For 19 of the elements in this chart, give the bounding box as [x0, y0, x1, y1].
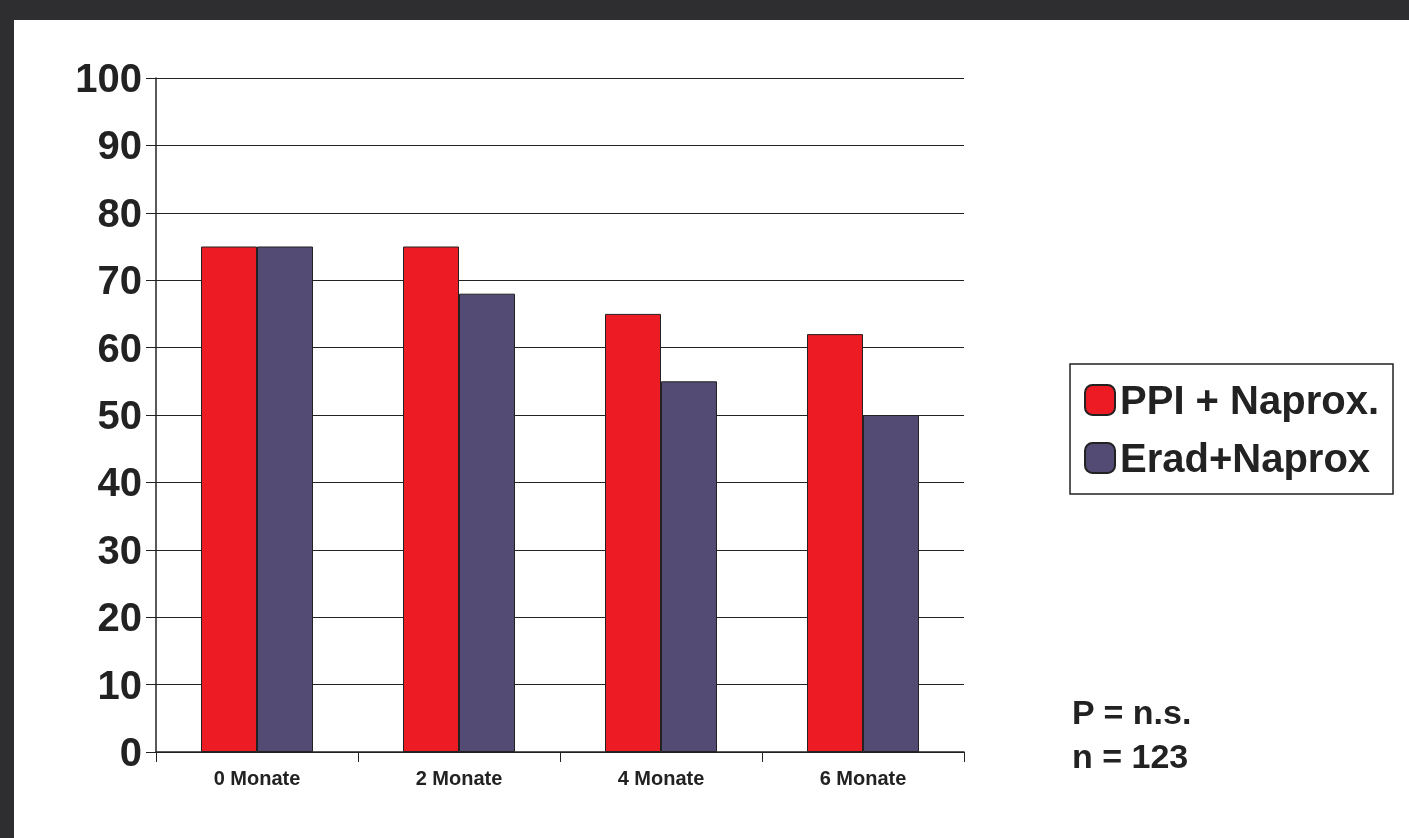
y-tick-label: 70: [97, 258, 142, 303]
y-tick-label: 60: [97, 325, 142, 370]
legend-label: PPI + Naprox.: [1120, 378, 1379, 422]
y-tick-label: 30: [97, 527, 142, 572]
legend-label: Erad+Naprox: [1120, 436, 1371, 480]
x-tick-label: 6 Monate: [819, 767, 907, 789]
text: P = n.s.: [1072, 692, 1192, 733]
x-tick-label: 2 Monate: [415, 767, 503, 789]
y-tick-label: 40: [97, 460, 142, 505]
y-tick-label: 90: [97, 123, 142, 168]
y-tick-label: 0: [119, 730, 142, 774]
y-tick-label: 80: [97, 190, 142, 235]
x-tick-label: 4 Monate: [617, 767, 705, 789]
y-tick-label: 20: [97, 595, 142, 640]
text: n = 123: [1072, 736, 1190, 777]
y-tick-label: 50: [97, 393, 142, 437]
y-tick-label: 10: [97, 662, 142, 707]
y-tick-label: 100: [75, 56, 142, 100]
x-tick-label: 0 Monate: [213, 767, 301, 789]
